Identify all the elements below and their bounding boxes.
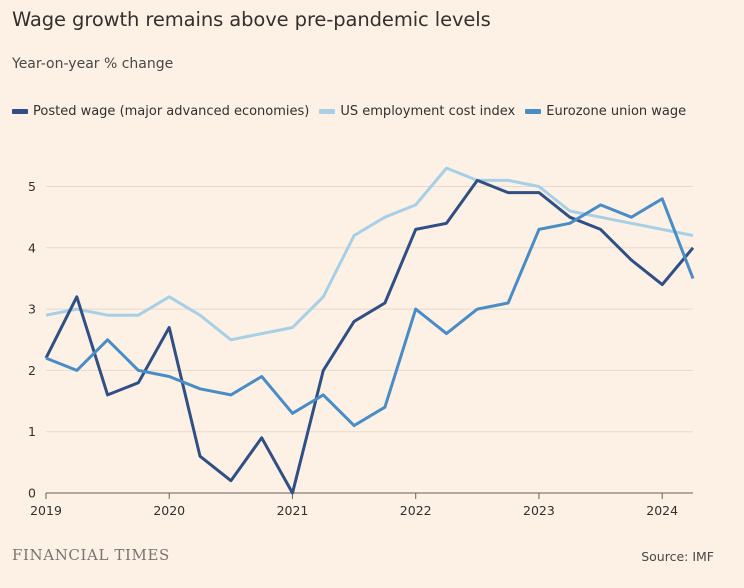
y-tick-label-1: 1 [28,424,36,439]
legend-swatch-posted-wage [12,109,28,114]
series-line-posted-wage [44,178,695,495]
legend-label-eurozone: Eurozone union wage [546,104,687,119]
y-tick-label-2: 2 [28,363,36,378]
legend-swatch-eurozone [525,109,542,114]
legend-item-posted-wage: Posted wage (major advanced economies) [12,104,309,119]
legend: Posted wage (major advanced economies) U… [12,104,696,119]
legend-item-us-eci: US employment cost index [319,104,515,119]
y-tick-label-0: 0 [28,486,36,501]
legend-label-us-eci: US employment cost index [340,104,516,119]
x-tick-label-2023: 2023 [523,503,555,518]
chart-title: Wage growth remains above pre-pandemic l… [12,8,491,31]
series-line-eurozone [45,197,695,428]
x-tick-label-2022: 2022 [400,503,432,518]
source-note: Source: IMF [641,549,714,564]
brand-logo: FINANCIAL TIMES [12,546,170,564]
y-tick-label-3: 3 [28,302,36,317]
x-tick-label-2019: 2019 [30,503,62,518]
chart-subtitle: Year-on-year % change [12,56,174,72]
x-tick-label-2024: 2024 [646,503,678,518]
y-tick-label-5: 5 [28,179,36,194]
legend-item-eurozone: Eurozone union wage [525,104,686,119]
y-tick-label-4: 4 [28,240,36,255]
legend-label-posted-wage: Posted wage (major advanced economies) [33,104,310,119]
x-tick-label-2021: 2021 [277,503,309,518]
series-line-us-eci [45,166,694,342]
x-tick-label-2020: 2020 [153,503,185,518]
legend-swatch-us-eci [319,109,336,114]
